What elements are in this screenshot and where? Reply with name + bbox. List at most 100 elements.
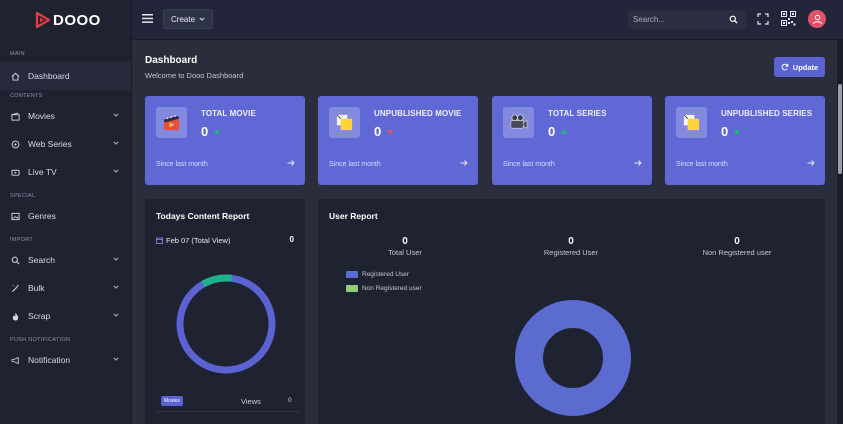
brand[interactable]: DOOO	[0, 0, 131, 40]
views-value: 0	[288, 397, 292, 404]
arrow-right-icon[interactable]	[460, 159, 468, 167]
movie-clapper-icon	[163, 115, 180, 131]
card-value: 0	[374, 124, 382, 139]
search-icon[interactable]	[729, 15, 738, 24]
search-icon	[10, 255, 20, 265]
arrow-right-icon[interactable]	[287, 159, 295, 167]
sidebar-item-label: Search	[28, 255, 55, 265]
scrollbar-thumb[interactable]	[838, 84, 842, 174]
sidebar-item-label: Notification	[28, 355, 71, 365]
scrollbar[interactable]	[837, 40, 843, 424]
stat-registered-user: 0 Registered User	[511, 236, 631, 257]
legend-swatch	[346, 285, 358, 292]
sidebar-item-movies[interactable]: Movies	[0, 102, 131, 130]
trend-up-icon	[734, 129, 740, 134]
chevron-down-icon	[113, 141, 119, 145]
sticky-notes-icon	[336, 114, 353, 131]
fire-icon	[10, 311, 20, 321]
sidebar-item-scrap[interactable]: Scrap	[0, 302, 131, 330]
megaphone-icon	[10, 355, 20, 365]
sidebar-item-label: Scrap	[28, 311, 51, 321]
app-name: DOOO	[53, 12, 101, 29]
section-main: MAIN	[10, 51, 25, 57]
qr-code-icon[interactable]	[781, 11, 796, 26]
card-title: UNPUBLISHED SERIES	[721, 109, 813, 118]
stat-label: Registered User	[543, 248, 599, 257]
date-label: Feb 07 (Total View)	[166, 236, 231, 245]
search-input[interactable]	[633, 15, 723, 24]
sidebar-item-web-series[interactable]: Web Series	[0, 130, 131, 158]
sidebar-item-label: Genres	[28, 211, 56, 221]
legend-label: Registered User	[362, 271, 409, 278]
arrow-right-icon[interactable]	[807, 159, 815, 167]
update-button[interactable]: Update	[774, 57, 825, 77]
card-icon-box	[676, 107, 707, 138]
card-title: TOTAL MOVIE	[201, 109, 256, 118]
card-value: 0	[548, 124, 556, 139]
stat-non-registered-user: 0 Non Registered user	[677, 236, 797, 257]
sidebar-item-live-tv[interactable]: Live TV	[0, 158, 131, 186]
card-icon-box	[156, 107, 187, 138]
sticky-notes-icon	[683, 114, 700, 131]
chevron-down-icon	[199, 17, 205, 21]
calendar-icon	[156, 237, 163, 244]
sidebar-item-genres[interactable]: Genres	[0, 202, 131, 230]
card-value: 0	[721, 124, 729, 139]
movies-badge: Movies	[161, 396, 183, 406]
stat-card-unpublished-movie[interactable]: UNPUBLISHED MOVIE 0 Since last month	[318, 96, 478, 185]
stat-card-total-series[interactable]: TOTAL SERIES 0 Since last month	[492, 96, 652, 185]
legend-label: Non Registered user	[362, 285, 422, 292]
chevron-down-icon	[113, 257, 119, 261]
sidebar: DOOO MAIN Dashboard CONTENTS Movies Web …	[0, 0, 132, 424]
stat-label: Total User	[388, 248, 422, 257]
user-donut-chart	[515, 300, 631, 416]
section-import: IMPORT	[10, 237, 34, 243]
avatar[interactable]	[808, 10, 826, 28]
card-icon-box	[329, 107, 360, 138]
section-push-notification: PUSH NOTIFICATION	[10, 337, 71, 343]
menu-icon[interactable]	[142, 14, 153, 23]
card-since: Since last month	[676, 161, 728, 168]
create-button[interactable]: Create	[163, 9, 214, 29]
stat-card-unpublished-series[interactable]: UNPUBLISHED SERIES 0 Since last month	[665, 96, 825, 185]
chevron-down-icon	[113, 169, 119, 173]
globe-icon	[10, 139, 20, 149]
topbar: Create	[132, 0, 843, 40]
arrow-right-icon[interactable]	[634, 159, 642, 167]
card-title: TOTAL SERIES	[548, 109, 607, 118]
views-label: Views	[241, 397, 261, 406]
stat-value: 0	[734, 236, 740, 247]
sidebar-item-search[interactable]: Search	[0, 246, 131, 274]
stat-card-total-movie[interactable]: TOTAL MOVIE 0 Since last month	[145, 96, 305, 185]
date-total-value: 0	[289, 235, 294, 244]
image-icon	[10, 211, 20, 221]
sidebar-item-label: Live TV	[28, 167, 57, 177]
card-icon-box	[503, 107, 534, 138]
content-donut-chart	[176, 274, 276, 374]
sidebar-item-label: Movies	[28, 111, 55, 121]
sidebar-item-label: Web Series	[28, 139, 72, 149]
logo-icon	[35, 11, 51, 29]
card-since: Since last month	[329, 161, 381, 168]
legend-registered-user[interactable]: Registered User	[346, 271, 409, 278]
user-report-title: User Report	[329, 211, 378, 221]
fullscreen-icon[interactable]	[757, 13, 769, 25]
sidebar-item-notification[interactable]: Notification	[0, 346, 131, 374]
main-content: Dashboard Welcome to Dooo Dashboard Upda…	[132, 40, 843, 424]
content-report-panel: Todays Content Report Feb 07 (Total View…	[145, 199, 305, 424]
sidebar-item-label: Bulk	[28, 283, 45, 293]
legend-non-registered-user[interactable]: Non Registered user	[346, 285, 422, 292]
stat-label: Non Registered user	[702, 248, 772, 257]
user-report-panel: User Report 0 Total User 0 Registered Us…	[318, 199, 825, 424]
divider	[156, 411, 300, 412]
stat-total-user: 0 Total User	[345, 236, 465, 257]
tv-icon	[10, 167, 20, 177]
chevron-down-icon	[113, 313, 119, 317]
magic-wand-icon	[10, 283, 20, 293]
sidebar-item-bulk[interactable]: Bulk	[0, 274, 131, 302]
search-box	[628, 10, 746, 29]
film-icon	[10, 111, 20, 121]
sidebar-item-dashboard[interactable]: Dashboard	[0, 62, 131, 90]
page-title: Dashboard	[145, 55, 198, 66]
card-since: Since last month	[503, 161, 555, 168]
